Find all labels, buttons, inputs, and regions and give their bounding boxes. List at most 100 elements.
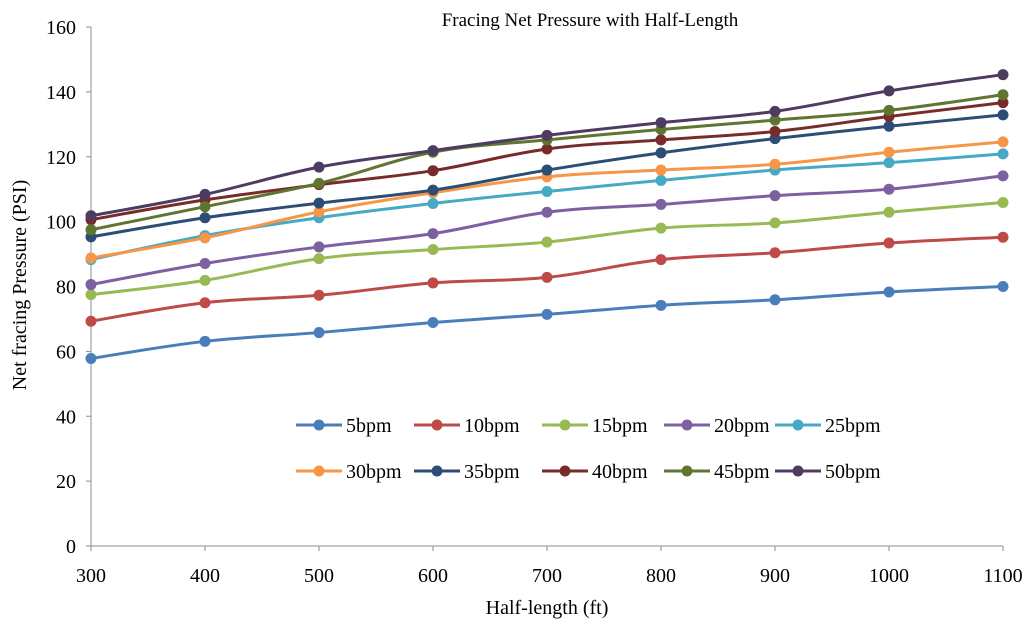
data-point [427, 165, 439, 177]
data-point [541, 271, 553, 283]
y-tick-label: 100 [46, 212, 76, 234]
data-point [769, 294, 781, 306]
data-point [883, 157, 895, 169]
legend-label: 15bpm [592, 415, 648, 437]
data-point [655, 222, 667, 234]
legend-item[interactable]: 40bpm [542, 461, 648, 483]
legend-marker [792, 419, 804, 431]
legend-item[interactable]: 20bpm [664, 415, 770, 437]
data-point [313, 253, 325, 265]
data-point [541, 185, 553, 197]
legend-item[interactable]: 50bpm [775, 461, 881, 483]
data-point [883, 237, 895, 249]
data-point [199, 188, 211, 200]
data-point [313, 197, 325, 209]
data-point [541, 236, 553, 248]
x-axis-label: Half-length (ft) [486, 597, 609, 619]
legend-marker [681, 465, 693, 477]
data-point [997, 109, 1009, 121]
y-tick-label: 40 [56, 406, 76, 428]
legend-label: 30bpm [346, 461, 402, 483]
y-tick-label: 80 [56, 277, 76, 299]
data-point [997, 281, 1009, 292]
data-point [85, 210, 97, 222]
legend-marker [313, 419, 325, 431]
series-15bpm [85, 196, 1009, 301]
legend-item[interactable]: 35bpm [414, 461, 520, 483]
data-point [883, 120, 895, 132]
legend-marker [559, 419, 571, 431]
data-point [655, 147, 667, 159]
data-point [997, 196, 1009, 208]
legend-item[interactable]: 5bpm [296, 415, 392, 437]
x-tick-label: 500 [304, 565, 334, 587]
data-point [997, 97, 1009, 109]
data-point [313, 206, 325, 218]
legend-item[interactable]: 30bpm [296, 461, 402, 483]
y-tick-label: 20 [56, 471, 76, 493]
legend-label: 50bpm [825, 461, 881, 483]
data-point [997, 69, 1009, 81]
data-point [85, 252, 97, 264]
data-point [883, 104, 895, 116]
legend-label: 35bpm [464, 461, 520, 483]
data-point [883, 85, 895, 97]
series-line [89, 285, 1005, 361]
data-point [997, 89, 1009, 101]
data-point [427, 317, 439, 329]
data-point [655, 254, 667, 266]
legend-label: 10bpm [464, 415, 520, 437]
data-point [313, 161, 325, 173]
data-point [85, 289, 97, 301]
data-point [85, 224, 97, 236]
legend-marker [792, 465, 804, 477]
axes: 0 20 40 60 80 100 120 140 160 300 400 500 600 700 800 9… [46, 17, 1023, 587]
data-point [85, 279, 97, 291]
x-tick-label: 600 [418, 565, 448, 587]
data-point [769, 125, 781, 137]
data-point [655, 198, 667, 210]
data-point [541, 129, 553, 141]
legend-item[interactable]: 15bpm [542, 415, 648, 437]
legend-marker [431, 419, 443, 431]
data-point [199, 212, 211, 224]
legend-item[interactable]: 45bpm [664, 461, 770, 483]
data-point [769, 105, 781, 117]
data-point [199, 232, 211, 244]
chart-title: Fracing Net Pressure with Half-Length [442, 10, 739, 31]
legend-marker [681, 419, 693, 431]
legend-item[interactable]: 10bpm [414, 415, 520, 437]
data-point [997, 231, 1009, 243]
legend-item[interactable]: 25bpm [775, 415, 881, 437]
series-30bpm [85, 136, 1009, 264]
data-point [427, 197, 439, 209]
data-point [997, 148, 1009, 160]
data-point [313, 177, 325, 189]
data-point [85, 353, 97, 365]
x-tick-label: 300 [76, 565, 106, 587]
data-point [199, 335, 211, 347]
data-point [199, 274, 211, 286]
data-point [769, 190, 781, 202]
data-point [427, 244, 439, 256]
x-tick-label: 700 [532, 565, 562, 587]
legend-marker [431, 465, 443, 477]
data-point [541, 143, 553, 155]
data-point [199, 201, 211, 213]
legend-label: 45bpm [714, 461, 770, 483]
series-20bpm [85, 170, 1009, 291]
data-point [769, 158, 781, 170]
data-point [997, 136, 1009, 148]
legend-marker [313, 465, 325, 477]
legend: 5bpm 10bpm 15bpm 20bpm 25bpm 30bpm 35bpm 40bpm 4… [296, 415, 881, 483]
y-tick-label: 0 [66, 536, 76, 558]
data-point [427, 145, 439, 157]
data-point [313, 327, 325, 339]
series-5bpm [85, 281, 1009, 365]
legend-marker [559, 465, 571, 477]
legend-label: 40bpm [592, 461, 648, 483]
data-point [655, 174, 667, 186]
data-point [85, 315, 97, 327]
